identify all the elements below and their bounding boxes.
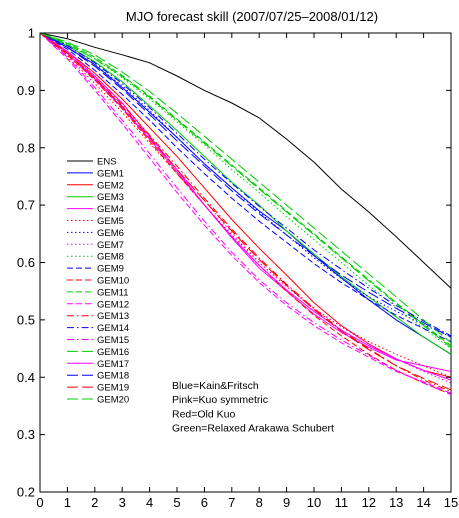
- series-line-gem19: [39, 32, 452, 391]
- x-tick-label: 7: [228, 495, 235, 510]
- legend-label-gem19: GEM19: [97, 383, 129, 394]
- legend-label-gem8: GEM8: [97, 252, 124, 263]
- x-tick-label: 2: [91, 495, 98, 510]
- y-tick-label: 1: [28, 26, 35, 41]
- series-line-gem8: [39, 32, 452, 350]
- x-tick-label: 12: [362, 495, 376, 510]
- series-line-gem2: [39, 32, 452, 378]
- y-tick-label: 0.5: [17, 312, 35, 327]
- x-tick-label: 0: [36, 495, 43, 510]
- x-tick-label: 8: [256, 495, 263, 510]
- legend-label-gem3: GEM3: [97, 192, 124, 203]
- series-line-ens: [39, 32, 452, 289]
- series-line-gem1: [39, 32, 452, 355]
- annotation-block: Blue=Kain&Fritsch Pink=Kuo symmetric Red=O…: [172, 380, 334, 435]
- series-line-gem9: [39, 32, 452, 343]
- legend-label-gem12: GEM12: [97, 299, 129, 310]
- x-tick-label: 10: [307, 495, 321, 510]
- y-tick-label: 0.3: [17, 427, 35, 442]
- x-tick-label: 15: [444, 495, 458, 510]
- y-tick-label: 0.2: [17, 485, 35, 500]
- legend-label-gem14: GEM14: [97, 323, 129, 334]
- chart-title: MJO forecast skill (2007/07/25–2008/01/1…: [126, 9, 378, 24]
- series-line-gem14: [39, 32, 452, 337]
- legend: ENSGEM1GEM2GEM3GEM4GEM5GEM6GEM7GEM8GEM9G…: [67, 157, 129, 406]
- series-line-gem6: [39, 32, 452, 338]
- x-tick-label: 5: [173, 495, 180, 510]
- x-tick-label: 4: [146, 495, 153, 510]
- legend-label-gem17: GEM17: [97, 359, 129, 370]
- series-line-gem12: [39, 32, 452, 394]
- legend-label-gem9: GEM9: [97, 264, 124, 275]
- series-line-gem15: [39, 32, 452, 395]
- series-layer: [39, 32, 452, 395]
- series-line-gem13: [39, 32, 452, 393]
- series-line-gem11: [39, 32, 452, 347]
- legend-label-gem1: GEM1: [97, 168, 124, 179]
- legend-label-gem10: GEM10: [97, 276, 129, 287]
- x-tick-label: 13: [389, 495, 403, 510]
- x-tick-label: 1: [64, 495, 71, 510]
- series-line-gem17: [39, 32, 452, 381]
- series-line-gem5: [39, 32, 452, 378]
- legend-label-gem2: GEM2: [97, 180, 124, 191]
- y-tick-label: 0.6: [17, 255, 35, 270]
- legend-label-gem11: GEM11: [97, 287, 129, 298]
- legend-label-gem4: GEM4: [97, 204, 124, 215]
- x-tick-label: 9: [283, 495, 290, 510]
- series-line-gem20: [39, 32, 452, 348]
- legend-label-gem16: GEM16: [97, 347, 129, 358]
- series-line-gem4: [39, 32, 452, 372]
- annotation-line: Green=Relaxed Arakawa Schubert: [172, 423, 334, 435]
- series-line-gem16: [39, 32, 452, 344]
- x-tick-label: 11: [335, 495, 349, 510]
- axes-layer: 0 1 2 3 4 5 6 7 8 9 10 11 12 13 14 150.20.30.40.50.60.7…: [17, 26, 458, 511]
- legend-label-gem15: GEM15: [97, 335, 129, 346]
- legend-label-gem7: GEM7: [97, 240, 124, 251]
- y-tick-label: 0.7: [17, 198, 35, 213]
- legend-label-gem6: GEM6: [97, 228, 124, 239]
- annotation-line: Blue=Kain&Fritsch: [172, 380, 259, 392]
- annotation-line: Pink=Kuo symmetric: [172, 394, 268, 406]
- x-tick-label: 6: [201, 495, 208, 510]
- x-tick-label: 3: [119, 495, 126, 510]
- x-tick-label: 14: [416, 495, 430, 510]
- series-line-gem18: [39, 32, 452, 338]
- annotation-line: Red=Old Kuo: [172, 408, 235, 420]
- legend-label-gem18: GEM18: [97, 371, 129, 382]
- series-line-gem3: [39, 32, 452, 355]
- legend-label-gem13: GEM13: [97, 311, 129, 322]
- legend-label-ens: ENS: [97, 157, 117, 168]
- legend-label-gem5: GEM5: [97, 216, 124, 227]
- legend-label-gem20: GEM20: [97, 395, 129, 406]
- y-tick-label: 0.8: [17, 140, 35, 155]
- y-tick-label: 0.9: [17, 83, 35, 98]
- y-tick-label: 0.4: [17, 370, 35, 385]
